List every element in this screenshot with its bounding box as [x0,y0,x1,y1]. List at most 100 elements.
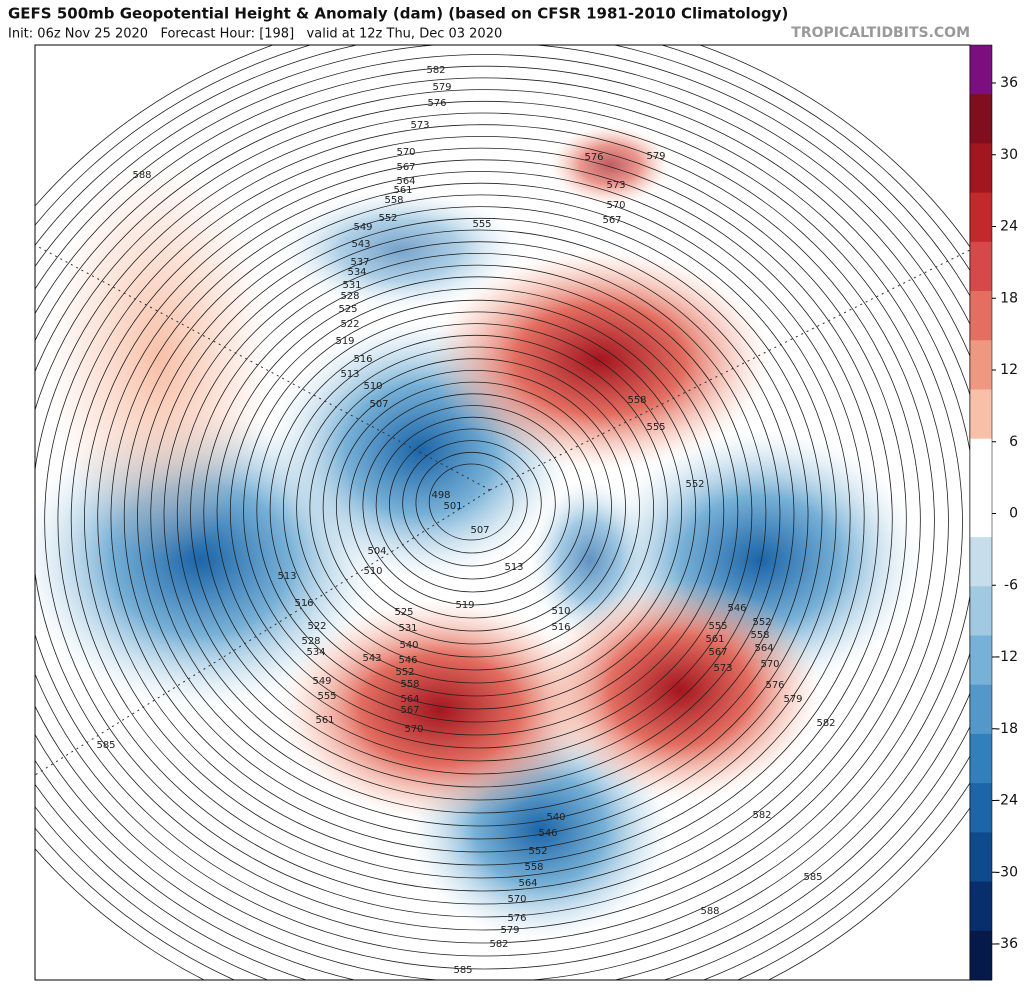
colorbar-tick-label: 12 [1000,362,1018,378]
colorbar-bin [970,94,992,144]
contour-label: 552 [395,667,414,678]
contour-label: 564 [518,878,537,889]
colorbar-tick-label: -36 [995,936,1018,952]
colorbar-bin [970,783,992,833]
contour [296,346,655,671]
contour-label: 531 [398,623,417,634]
contour-label: 555 [646,422,665,433]
contour [35,112,935,931]
contour-label: 567 [602,215,621,226]
colorbar-bin [970,635,992,686]
contour-label: 585 [803,872,822,883]
contour-label: 513 [504,562,523,573]
site-credit: TROPICALTIDBITS.COM [791,25,970,41]
contour [362,405,584,606]
contour-label: 519 [455,600,474,611]
contour-label: 543 [351,239,370,250]
contour-labels: 5825795765735705675645615585525495435375… [96,65,835,976]
contour-label: 573 [713,663,732,674]
contour-label: 504 [367,546,386,557]
contour-label: 582 [489,939,508,950]
contour-label: 579 [646,151,665,162]
contour-label: 555 [317,691,336,702]
anomaly-blob [50,160,270,560]
contour-label: 552 [528,846,547,857]
contour [57,136,907,905]
contour-label: 558 [627,395,646,406]
contour-label: 564 [754,643,773,654]
colorbar-bin [970,340,992,390]
colorbar-bin [970,537,992,587]
contour-label: 555 [472,219,491,230]
colorbar-bin [970,241,992,292]
contour-label: 579 [432,82,451,93]
contour [389,428,556,580]
contour [35,77,970,970]
anomaly-blob [430,250,770,470]
colorbar-tick-label: 0 [1009,506,1018,522]
contour-label: 510 [551,606,570,617]
contour [70,147,893,892]
contour-label: 507 [369,399,388,410]
contour-label: 585 [453,965,472,976]
contour-label: 525 [338,304,357,315]
colorbar-tick-label: -24 [995,793,1018,809]
contour [110,182,851,853]
colorbar-bin [970,881,992,932]
contour-label: 564 [396,176,415,187]
colorbar-bin [970,586,992,637]
contour [176,241,781,788]
contour-label: 510 [363,566,382,577]
contour-label: 576 [427,98,446,109]
contour [375,416,570,593]
contour-label: 546 [398,655,417,666]
contour-label: 576 [507,913,526,924]
meridian [35,244,491,491]
colorbar-tick-label: 36 [1000,75,1018,91]
contour [150,217,809,814]
contour-label: 570 [760,659,779,670]
anomaly-blob [280,190,520,310]
contour-label: 579 [500,925,519,936]
contour-label: 534 [347,267,366,278]
contour-label: 501 [443,501,462,512]
contour-label: 513 [277,571,296,582]
contour-label: 516 [551,622,570,633]
contour-label: 498 [431,490,450,501]
colorbar-bin [970,832,992,883]
contour-label: 573 [410,120,429,131]
contour-label: 588 [132,170,151,181]
contour [35,101,949,944]
contour-label: 549 [353,222,372,233]
colorbar-tick-label: -6 [1004,577,1018,593]
colorbar-tick-label: 18 [1000,290,1018,306]
contour-label: 561 [315,715,334,726]
contour [84,159,879,879]
anomaly-blob [550,125,670,205]
contour [216,276,739,749]
contour [402,440,542,567]
contour-label: 564 [400,694,419,705]
contour-label: 561 [393,185,412,196]
colorbar-bin [970,684,992,735]
contour-label: 582 [752,810,771,821]
contour [123,194,837,840]
contour-label: 549 [312,676,331,687]
contour-label: 516 [353,354,372,365]
contour-label: 579 [783,694,802,705]
contour-label: 585 [96,740,115,751]
contour [137,206,823,827]
contour-label: 582 [426,65,445,76]
contour-label: 522 [307,621,326,632]
colorbar-tick-label: -18 [995,721,1018,737]
graticule [35,244,970,776]
contour [415,451,528,554]
colorbar-tick-label: 30 [1000,147,1018,163]
contour-label: 525 [394,607,413,618]
contour [97,171,865,866]
contour-label: 540 [546,812,565,823]
contour [335,381,612,632]
colorbar-tick-label: -30 [995,864,1018,880]
contour [256,311,697,710]
